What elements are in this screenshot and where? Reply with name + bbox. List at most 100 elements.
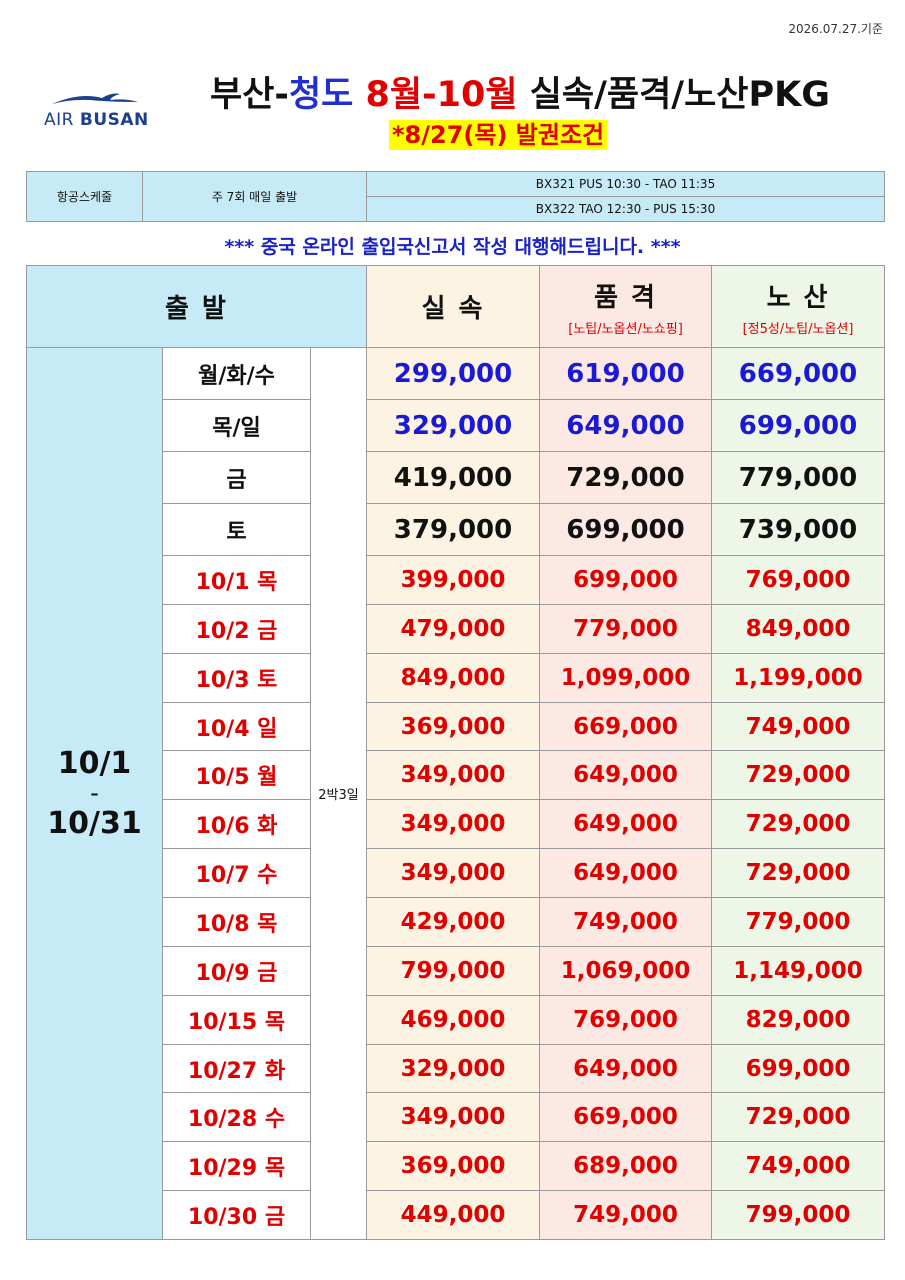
date: 2026.07.27.기준 xyxy=(788,22,883,36)
price: 369,000 xyxy=(366,1141,541,1192)
product-note: [정5성/노팁/노옵션] xyxy=(742,321,854,337)
price: 1,069,000 xyxy=(539,945,713,996)
price: 729,000 xyxy=(539,451,713,504)
price: 349,000 xyxy=(366,848,541,899)
price-row: 10/9 금 799,000 1,069,000 1,149,000 xyxy=(27,945,886,996)
price: 669,000 xyxy=(539,701,713,752)
schedule-label: 항공스케줄 xyxy=(26,171,143,222)
price: 769,000 xyxy=(539,994,713,1045)
price: 669,000 xyxy=(539,1092,713,1143)
logo-mark xyxy=(52,93,138,104)
price: 779,000 xyxy=(711,897,886,947)
price: 829,000 xyxy=(711,994,886,1045)
header-product: 실 속 xyxy=(366,265,541,348)
price: 1,199,000 xyxy=(711,652,886,703)
day: 10/6 화 xyxy=(162,799,311,850)
price: 749,000 xyxy=(539,897,713,947)
product-note: [노팁/노옵션/노쇼핑] xyxy=(568,321,683,337)
price: 749,000 xyxy=(539,1190,713,1241)
header-departure: 출 발 xyxy=(25,265,368,348)
title-part: 8월-10월 xyxy=(353,75,530,115)
day: 10/7 수 xyxy=(162,848,311,899)
price: 849,000 xyxy=(366,652,541,703)
price-row: 10/3 토 849,000 1,099,000 1,199,000 xyxy=(27,652,886,703)
price: 729,000 xyxy=(711,1092,886,1143)
day: 10/3 토 xyxy=(162,652,311,703)
price-row: 목/일 329,000 649,000 699,000 xyxy=(27,399,886,452)
price: 699,000 xyxy=(539,503,713,556)
price: 349,000 xyxy=(366,1092,541,1143)
product-name: 노 산 xyxy=(766,282,830,313)
day: 10/27 화 xyxy=(162,1043,311,1094)
day: 10/8 목 xyxy=(162,897,311,947)
price: 449,000 xyxy=(366,1190,541,1241)
price: 369,000 xyxy=(366,701,541,752)
product-name: 품 격 xyxy=(594,282,657,313)
price: 649,000 xyxy=(539,750,713,801)
price-row: 10/2 금 479,000 779,000 849,000 xyxy=(27,603,886,654)
price-row: 10/30 금 449,000 749,000 799,000 xyxy=(27,1190,886,1241)
day: 토 xyxy=(162,503,311,556)
day: 10/5 월 xyxy=(162,750,311,801)
day: 10/30 금 xyxy=(162,1190,311,1241)
price: 349,000 xyxy=(366,750,541,801)
logo: AIR BUSAN xyxy=(44,90,149,130)
title: 부산-청도 8월-10월 실속/품격/노산PKG xyxy=(160,66,880,117)
price: 739,000 xyxy=(711,503,886,556)
price: 729,000 xyxy=(711,750,886,801)
day: 10/28 수 xyxy=(162,1092,311,1143)
period-text: 10/1 xyxy=(57,745,132,781)
price: 689,000 xyxy=(539,1141,713,1192)
price-row: 10/7 수 349,000 649,000 729,000 xyxy=(27,848,886,899)
price: 779,000 xyxy=(711,451,886,504)
price-row: 10/6 화 349,000 649,000 729,000 xyxy=(27,799,886,850)
logo-air: AIR xyxy=(44,110,74,130)
title-part: 부산- xyxy=(210,75,289,115)
flight: BX322 TAO 12:30 - PUS 15:30 xyxy=(366,196,885,222)
day: 10/4 일 xyxy=(162,701,311,752)
period: 10/1–10/31 xyxy=(26,346,163,1241)
price: 699,000 xyxy=(711,399,886,452)
product-name: 실 속 xyxy=(421,294,485,324)
price: 699,000 xyxy=(711,1043,886,1094)
price-row: 10/1 목 399,000 699,000 769,000 xyxy=(27,555,886,605)
price-row: 10/1–10/31 월/화/수 2박3일 299,000 619,000 669,000 xyxy=(26,346,886,1241)
price: 849,000 xyxy=(711,603,886,654)
price: 379,000 xyxy=(366,503,541,556)
duration: 2박3일 xyxy=(309,346,368,1241)
period-text: 10/31 xyxy=(47,805,142,841)
price: 749,000 xyxy=(711,701,886,752)
schedule-table: 항공스케줄 주 7회 매일 출발 BX321 PUS 10:30 - TAO 1… xyxy=(26,171,885,222)
price-table: 출 발 실 속 품 격 [노팁/노옵션/노쇼핑] 노 산 [정5성/노팁/노옵션] 10/1… xyxy=(25,265,886,1241)
day: 금 xyxy=(162,451,311,504)
period-text: – xyxy=(90,783,99,803)
price-row: 10/4 일 369,000 669,000 749,000 xyxy=(27,701,886,752)
header-product: 노 산 [정5성/노팁/노옵션] xyxy=(711,265,886,348)
price-row: 10/8 목 429,000 749,000 779,000 xyxy=(27,897,886,947)
price-row: 10/5 월 349,000 649,000 729,000 xyxy=(27,750,886,801)
price: 729,000 xyxy=(711,848,886,899)
price: 649,000 xyxy=(539,1043,713,1094)
day: 10/2 금 xyxy=(162,603,311,654)
price: 669,000 xyxy=(711,347,886,400)
notice: *** 중국 온라인 출입국신고서 작성 대행해드립니다. *** xyxy=(224,236,681,258)
subtitle: *8/27(목) 발권조건 xyxy=(389,120,608,150)
day: 10/9 금 xyxy=(162,945,311,996)
price: 329,000 xyxy=(366,399,541,452)
logo-busan: BUSAN xyxy=(79,110,149,130)
day: 월/화/수 xyxy=(162,347,311,400)
price: 619,000 xyxy=(539,347,713,400)
day: 10/1 목 xyxy=(162,555,311,605)
price: 479,000 xyxy=(366,603,541,654)
price: 799,000 xyxy=(366,945,541,996)
logo-text: AIR BUSAN xyxy=(44,110,149,130)
price: 329,000 xyxy=(366,1043,541,1094)
price: 1,099,000 xyxy=(539,652,713,703)
price: 349,000 xyxy=(366,799,541,850)
header-product: 품 격 [노팁/노옵션/노쇼핑] xyxy=(539,265,713,348)
day: 목/일 xyxy=(162,399,311,452)
price: 779,000 xyxy=(539,603,713,654)
price-row: 토 379,000 699,000 739,000 xyxy=(27,503,886,556)
price: 699,000 xyxy=(539,555,713,605)
